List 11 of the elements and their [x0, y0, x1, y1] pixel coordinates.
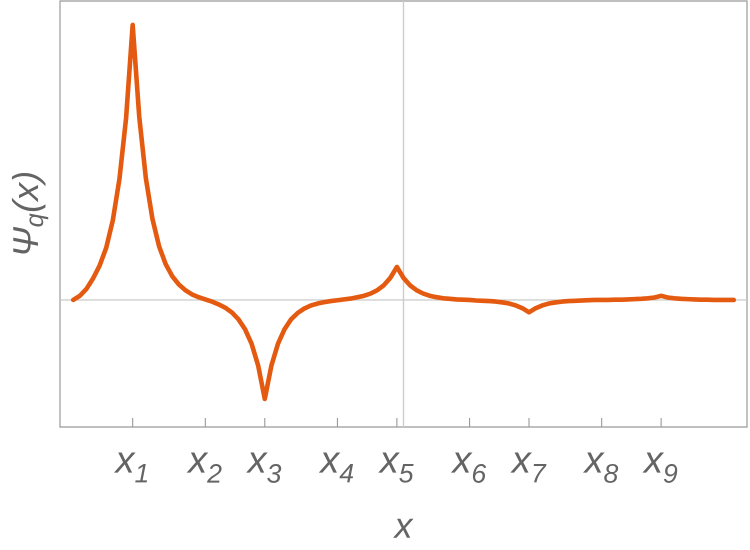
x-axis-title: x — [393, 518, 414, 538]
x-tick-label: x$_{6}$ — [450, 452, 486, 483]
x-tick-label: x$_{3}$ — [246, 452, 282, 483]
y-axis-title: Ψ$_{q}$(x) — [12, 172, 48, 254]
x-tick-label: x$_{2}$ — [186, 452, 222, 483]
x-tick-label: x$_{1}$ — [114, 452, 148, 482]
x-tick-label: x$_{8}$ — [583, 452, 618, 483]
x-tick-label: x$_{9}$ — [642, 452, 678, 483]
x-tick-label: x$_{7}$ — [510, 452, 546, 482]
x-tick-label: x$_{5}$ — [378, 452, 414, 483]
x-tick-label: x$_{4}$ — [318, 452, 354, 482]
